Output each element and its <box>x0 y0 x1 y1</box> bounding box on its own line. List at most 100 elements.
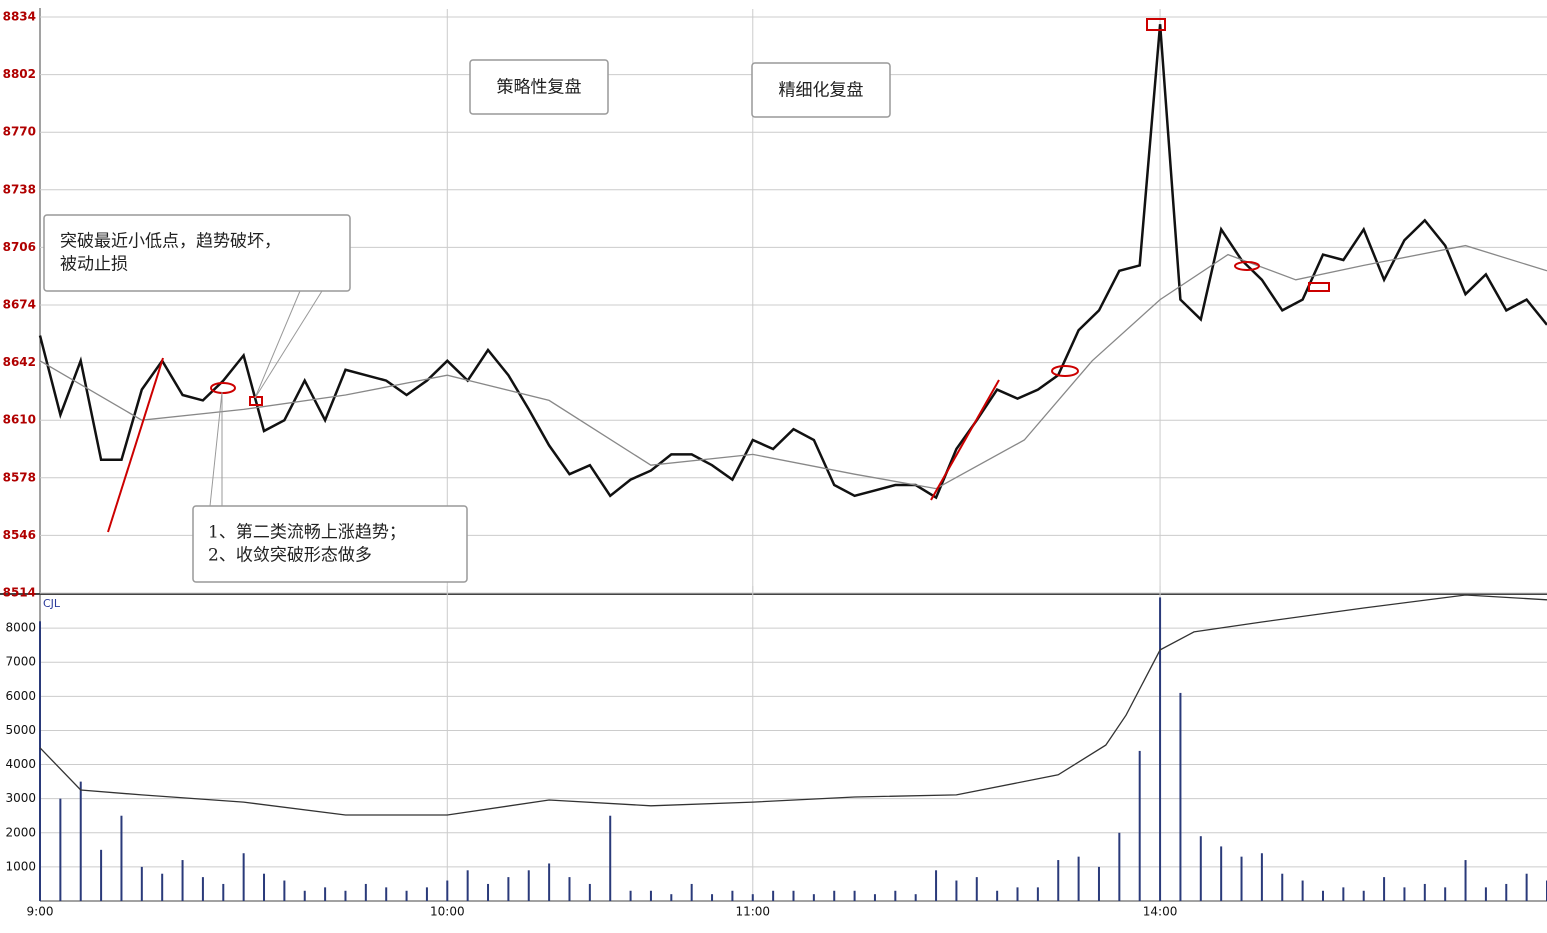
y-tick-label: 1000 <box>5 859 36 873</box>
bar <box>39 621 41 901</box>
bar <box>690 883 693 901</box>
bar <box>181 860 184 901</box>
bar <box>975 877 978 901</box>
bar <box>670 894 673 901</box>
annotation: 突破最近小低点，趋势破坏， <box>60 232 281 252</box>
annotation-marks <box>107 18 1330 533</box>
bar <box>629 890 632 901</box>
bar <box>1505 883 1508 901</box>
bar <box>1260 853 1263 901</box>
bar <box>1403 887 1406 901</box>
y-tick-label: 8610 <box>3 413 36 427</box>
annotation: 1、第二类流畅上涨趋势； <box>208 523 406 543</box>
panel-title: CJL <box>43 597 61 610</box>
bar <box>364 883 367 901</box>
y-tick-label: 8738 <box>3 182 36 196</box>
bar <box>120 815 123 901</box>
bar <box>812 894 815 901</box>
bar <box>242 853 245 901</box>
bar <box>1179 692 1182 901</box>
line <box>38 24 1547 500</box>
bar <box>1444 887 1447 901</box>
y-tick-label: 8578 <box>3 470 36 484</box>
y-tick-label: 8674 <box>3 298 36 312</box>
bar <box>1220 846 1223 901</box>
bar <box>1077 856 1080 901</box>
bar <box>1301 880 1304 901</box>
bar <box>588 883 591 901</box>
bar <box>853 890 856 901</box>
bar <box>1362 890 1365 901</box>
y-tick-label: 3000 <box>5 791 36 805</box>
y-tick-label: 8546 <box>3 528 36 542</box>
bar <box>425 887 428 901</box>
bar <box>1036 887 1039 901</box>
bar <box>283 880 286 901</box>
y-tick-label: 4000 <box>5 757 36 771</box>
bar <box>1423 883 1426 901</box>
bar <box>487 883 490 901</box>
x-tick-label: 10:00 <box>430 905 465 919</box>
bar <box>894 890 897 901</box>
x-tick-label: 11:00 <box>735 905 770 919</box>
bar <box>222 883 225 901</box>
annotation: 策略性复盘 <box>497 78 582 98</box>
bar <box>649 890 652 901</box>
bar <box>772 890 775 901</box>
bar <box>1383 877 1386 901</box>
bar <box>140 866 143 901</box>
annotation-box <box>469 59 609 115</box>
bar <box>955 880 958 901</box>
y-tick-label: 8000 <box>5 621 36 635</box>
bar <box>385 887 388 901</box>
bar <box>1118 832 1121 901</box>
bar <box>1281 873 1284 901</box>
y-tick-label: 8706 <box>3 240 36 254</box>
annotation: 2、收敛突破形态做多 <box>208 546 372 566</box>
bar <box>609 815 612 901</box>
bar <box>507 877 510 901</box>
bar <box>1484 887 1487 901</box>
bar <box>527 870 530 901</box>
bar <box>405 890 408 901</box>
bar <box>1321 890 1324 901</box>
x-tick-label: 9:00 <box>27 905 54 919</box>
bar <box>1464 860 1467 901</box>
bar <box>1097 866 1100 901</box>
bar <box>935 870 938 901</box>
bar <box>263 873 266 901</box>
bar <box>324 887 327 901</box>
bar <box>711 894 714 901</box>
bar <box>914 894 917 901</box>
y-tick-label: 8770 <box>3 125 36 139</box>
bar <box>59 798 62 901</box>
annotation: 精细化复盘 <box>779 81 864 101</box>
bar <box>833 890 836 901</box>
bar <box>568 877 571 901</box>
y-tick-label: 8642 <box>3 355 36 369</box>
bar <box>161 873 164 901</box>
annotation-box <box>751 62 891 118</box>
bar <box>873 894 876 901</box>
bar <box>1199 836 1202 901</box>
bar <box>1138 750 1141 901</box>
bar <box>79 781 82 901</box>
bar <box>548 863 551 901</box>
line <box>39 244 1547 490</box>
y-tick-label: 2000 <box>5 825 36 839</box>
bar <box>100 849 103 901</box>
x-tick-label: 14:00 <box>1143 905 1178 919</box>
bar <box>1016 887 1019 901</box>
y-tick-label: 7000 <box>5 655 36 669</box>
bar <box>1525 873 1528 901</box>
bar <box>1057 860 1060 901</box>
y-tick-label: 8834 <box>3 10 36 24</box>
y-tick-label: 8514 <box>3 586 36 600</box>
bar <box>1342 887 1345 901</box>
annotation-box <box>192 505 468 583</box>
bar <box>731 890 734 901</box>
line <box>39 594 1547 816</box>
y-tick-label: 6000 <box>5 689 36 703</box>
